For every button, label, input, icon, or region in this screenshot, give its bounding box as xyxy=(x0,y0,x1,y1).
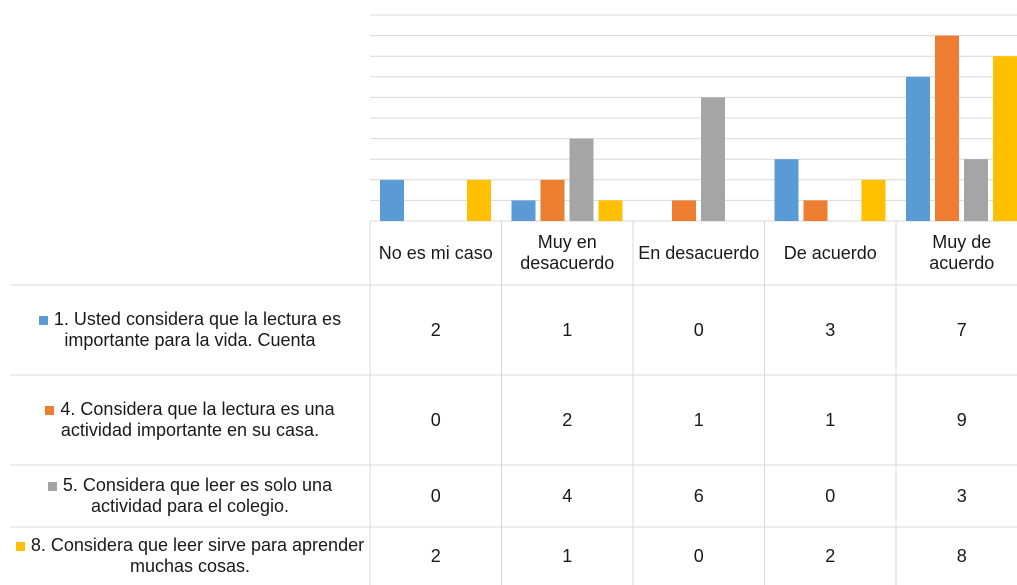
bar xyxy=(467,179,491,221)
legend-text: 5. Considera que leer es solo una activi… xyxy=(62,475,333,516)
table-value: 7 xyxy=(956,319,967,340)
table-value: 0 xyxy=(430,485,441,506)
table-value: 2 xyxy=(825,545,836,566)
bar xyxy=(540,179,565,221)
series-label: 4. Considera que la lectura es una activ… xyxy=(10,375,370,465)
legend-key xyxy=(15,541,25,551)
series-label: 5. Considera que leer es solo una activi… xyxy=(10,465,370,527)
legend-text: 4. Considera que la lectura es una activ… xyxy=(60,399,335,440)
category-header: En desacuerdo xyxy=(638,242,760,263)
table-value: 6 xyxy=(693,485,704,506)
table-value: 0 xyxy=(430,409,441,430)
bar xyxy=(861,179,886,221)
table-value: 2 xyxy=(430,545,441,566)
table-value: 0 xyxy=(693,545,704,566)
bar xyxy=(993,56,1017,222)
table-value: 1 xyxy=(562,319,573,340)
table-value: 0 xyxy=(693,319,704,340)
bar xyxy=(935,35,959,221)
table-value: 3 xyxy=(956,485,967,506)
bar xyxy=(511,200,536,221)
series-label: 1. Usted considera que la lectura es imp… xyxy=(10,285,370,375)
series-label: 8. Considera que leer sirve para aprende… xyxy=(10,527,370,585)
legend-key xyxy=(47,481,57,491)
table-value: 9 xyxy=(956,409,967,430)
bar xyxy=(598,200,623,221)
legend-entry: 5. Considera que leer es solo una activi… xyxy=(14,475,366,517)
table-value: 1 xyxy=(825,409,836,430)
table-value: 2 xyxy=(430,319,441,340)
bar xyxy=(906,76,930,221)
bar xyxy=(672,200,696,221)
table-value: 1 xyxy=(693,409,704,430)
legend-entry: 8. Considera que leer sirve para aprende… xyxy=(14,535,366,577)
legend-text: 1. Usted considera que la lectura es imp… xyxy=(53,309,342,350)
category-header: Muy de acuerdo xyxy=(929,232,995,273)
category-header: No es mi caso xyxy=(378,242,493,263)
table-value: 1 xyxy=(562,545,573,566)
bar xyxy=(380,179,404,221)
category-header: De acuerdo xyxy=(783,242,877,263)
category-header: Muy en desacuerdo xyxy=(520,232,615,273)
legend-key xyxy=(38,315,48,325)
bar xyxy=(569,138,594,221)
table-value: 0 xyxy=(825,485,836,506)
legend-key xyxy=(45,405,55,415)
bar xyxy=(774,159,799,221)
legend-entry: 1. Usted considera que la lectura es imp… xyxy=(14,309,366,351)
bar xyxy=(964,159,988,221)
bar xyxy=(803,200,828,221)
table-value: 4 xyxy=(562,485,573,506)
table-value: 2 xyxy=(562,409,573,430)
table-value: 3 xyxy=(825,319,836,340)
bar xyxy=(701,97,725,221)
legend-text: 8. Considera que leer sirve para aprende… xyxy=(30,535,365,576)
table-value: 8 xyxy=(956,545,967,566)
legend-entry: 4. Considera que la lectura es una activ… xyxy=(14,399,366,441)
